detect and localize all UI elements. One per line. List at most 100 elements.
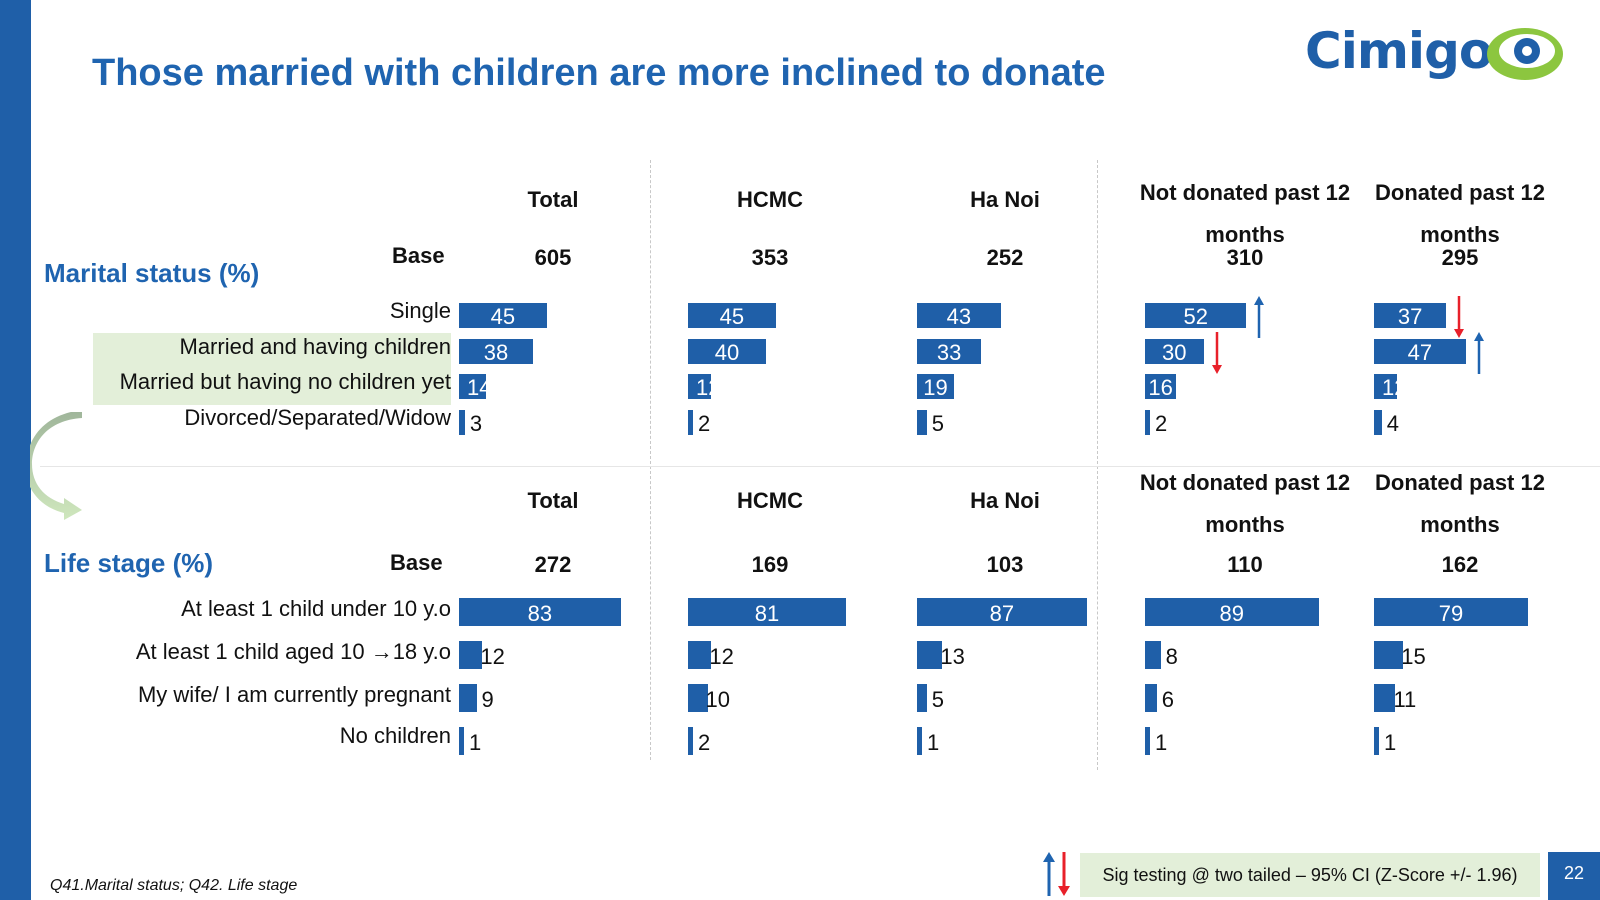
data-label: 12 bbox=[709, 643, 734, 669]
bar bbox=[1374, 684, 1396, 712]
bar bbox=[1374, 598, 1529, 626]
data-label: 2 bbox=[1155, 411, 1168, 436]
base-value: 252 bbox=[986, 245, 1024, 270]
bar bbox=[917, 410, 927, 435]
data-label: 2 bbox=[698, 729, 711, 755]
bar bbox=[917, 641, 943, 669]
bar bbox=[459, 641, 483, 669]
data-label: 1 bbox=[1384, 729, 1397, 755]
base-value: 310 bbox=[1226, 245, 1264, 270]
data-label: 43 bbox=[946, 304, 972, 329]
data-label: 83 bbox=[527, 600, 553, 626]
data-label: 47 bbox=[1407, 340, 1433, 365]
category-label: At least 1 child aged 10 →18 y.o bbox=[135, 639, 451, 664]
sig-down-arrow-icon bbox=[1211, 332, 1222, 374]
sig-down-arrow-icon bbox=[1454, 296, 1465, 338]
bar bbox=[688, 339, 766, 364]
data-label: 12 bbox=[696, 375, 721, 400]
data-label: 37 bbox=[1397, 304, 1423, 329]
category-label: No children bbox=[339, 723, 451, 748]
column-header: Not donated past 12 months bbox=[1125, 172, 1365, 256]
data-label: 38 bbox=[483, 340, 509, 365]
bar bbox=[917, 598, 1087, 626]
left-accent-bar bbox=[0, 0, 31, 900]
column-header-line: months bbox=[1420, 512, 1500, 537]
column-header: HCMC bbox=[737, 187, 803, 212]
data-label: 19 bbox=[923, 375, 948, 400]
data-label: 79 bbox=[1438, 600, 1464, 626]
column-header-line: Donated past 12 bbox=[1375, 180, 1545, 205]
bar bbox=[1374, 410, 1382, 435]
bar bbox=[459, 303, 547, 328]
category-label: At least 1 child under 10 y.o bbox=[181, 596, 451, 621]
base-value: 162 bbox=[1441, 552, 1479, 577]
bar bbox=[688, 684, 708, 712]
column-header: HCMC bbox=[737, 488, 803, 513]
data-label: 15 bbox=[1401, 643, 1426, 669]
bar bbox=[917, 727, 922, 755]
column-divider bbox=[650, 160, 651, 760]
bar bbox=[917, 374, 955, 399]
data-label: 52 bbox=[1183, 304, 1208, 329]
bar bbox=[459, 598, 621, 626]
section-title: Life stage (%) bbox=[44, 548, 214, 578]
sig-up-arrow-icon bbox=[1473, 332, 1484, 374]
cimigo-logo: Cimigo bbox=[1305, 18, 1565, 88]
bar bbox=[1145, 339, 1204, 364]
section-divider bbox=[40, 466, 1600, 467]
bar bbox=[1374, 374, 1398, 399]
data-label: 45 bbox=[490, 304, 516, 329]
base-value: 353 bbox=[751, 245, 789, 270]
column-header: Donated past 12 months bbox=[1340, 172, 1580, 256]
column-divider bbox=[1097, 160, 1098, 770]
column-header: Donated past 12 months bbox=[1340, 462, 1580, 546]
data-label: 12 bbox=[480, 643, 505, 669]
bar bbox=[1145, 303, 1247, 328]
bar bbox=[459, 374, 487, 399]
logo-text: Cimigo bbox=[1305, 22, 1493, 80]
data-label: 40 bbox=[714, 340, 740, 365]
category-label: Married and having children bbox=[179, 334, 452, 359]
bar bbox=[459, 727, 464, 755]
base-label: Base bbox=[392, 243, 445, 268]
bar bbox=[1374, 727, 1379, 755]
data-label: 16 bbox=[1148, 375, 1173, 400]
bar bbox=[459, 684, 477, 712]
data-label: 45 bbox=[719, 304, 745, 329]
data-label: 8 bbox=[1165, 643, 1178, 669]
column-header: Total bbox=[527, 187, 579, 212]
data-label: 12 bbox=[1382, 375, 1407, 400]
data-label: 9 bbox=[481, 686, 494, 712]
category-label: Divorced/Separated/Widow bbox=[184, 405, 451, 430]
bar bbox=[1145, 598, 1319, 626]
page-title: Those married with children are more inc… bbox=[92, 52, 1106, 94]
bar bbox=[1145, 727, 1150, 755]
sig-up-arrow-icon bbox=[1254, 296, 1265, 338]
bar bbox=[1374, 339, 1466, 364]
data-label: 14 bbox=[467, 375, 492, 400]
data-label: 33 bbox=[936, 340, 962, 365]
column-header: Not donated past 12 months bbox=[1125, 462, 1365, 546]
eye-logo-icon bbox=[1487, 28, 1563, 80]
curved-arrow-icon bbox=[30, 412, 82, 520]
data-label: 13 bbox=[940, 643, 965, 669]
column-header-line: months bbox=[1420, 222, 1500, 247]
footnote: Q41.Marital status; Q42. Life stage bbox=[50, 877, 298, 894]
column-header-line: Not donated past 12 bbox=[1139, 180, 1351, 205]
bar bbox=[1145, 374, 1177, 399]
bar bbox=[1145, 684, 1157, 712]
bar bbox=[688, 727, 693, 755]
bar bbox=[688, 374, 712, 399]
column-header-line: Donated past 12 bbox=[1375, 470, 1545, 495]
bar bbox=[1145, 641, 1161, 669]
category-label: My wife/ I am currently pregnant bbox=[137, 682, 451, 707]
bar bbox=[917, 303, 1001, 328]
section-title: Marital status (%) bbox=[44, 258, 260, 288]
column-header-line: months bbox=[1205, 512, 1285, 537]
bar bbox=[1374, 303, 1447, 328]
data-label: 10 bbox=[705, 686, 730, 712]
data-label: 4 bbox=[1386, 411, 1400, 436]
data-label: 5 bbox=[931, 411, 944, 436]
base-value: 110 bbox=[1227, 552, 1263, 577]
column-header: Ha Noi bbox=[970, 488, 1040, 513]
